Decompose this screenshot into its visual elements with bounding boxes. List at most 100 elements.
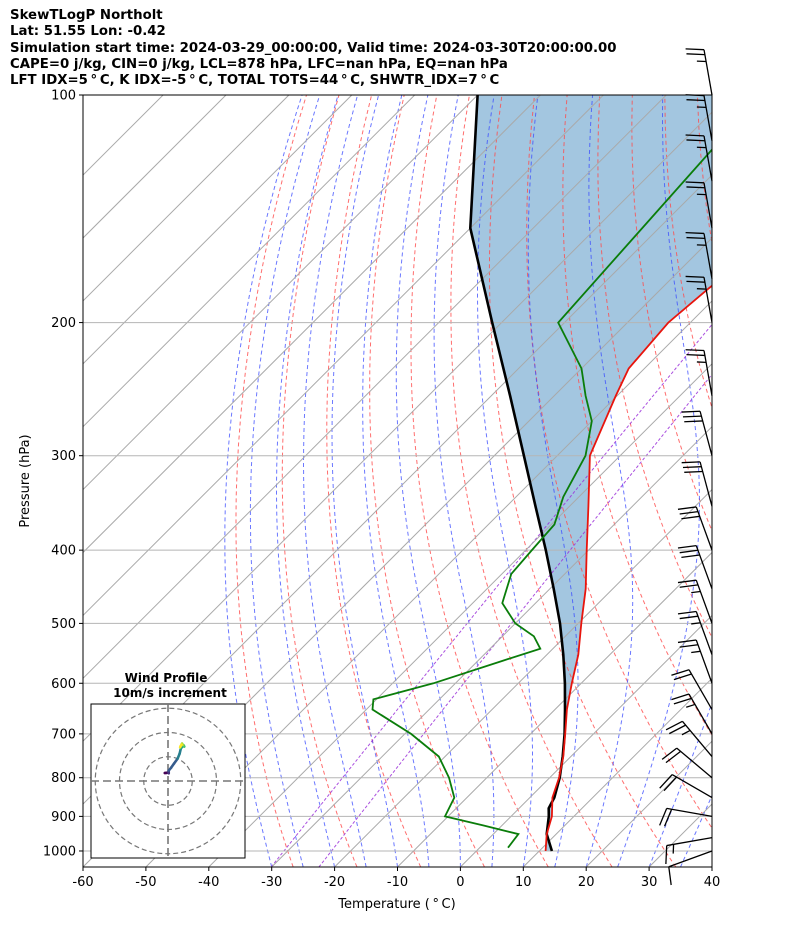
y-tick-label: 300 [51,449,76,464]
barb-flag [682,415,702,418]
barb-flag [668,866,672,886]
barb-half-flag [691,622,701,625]
isotherm [83,95,604,617]
barb-flag [681,515,700,520]
barb-half-flag [686,703,696,708]
dry-adiabat [763,95,794,867]
barb-shaft [703,49,713,96]
barb-flag [686,186,705,189]
x-tick-label: -60 [72,875,93,890]
barb-flag [668,724,686,735]
barb-flag [685,48,705,51]
y-tick-label: 100 [51,89,76,104]
wind-barb [671,669,713,710]
isotherm [460,614,712,867]
barb-flag [684,420,703,423]
y-tick-label: 900 [51,810,76,825]
moist-adiabat [249,95,321,867]
barb-flag [671,693,690,701]
wind-barb [685,231,713,279]
barb-shaft [695,611,713,655]
barb-flag [686,353,705,357]
background-lines [83,95,794,867]
barb-flag [679,615,699,620]
hodograph-title: Wind Profile [125,671,208,685]
wind-barb [685,349,713,396]
wind-barbs [659,48,713,886]
barb-flag [659,808,668,826]
moist-adiabat [680,794,712,867]
isotherm [397,551,712,867]
barb-flag [682,466,702,469]
barb-shaft [703,277,713,323]
moist-adiabat [527,95,579,867]
barb-flag [679,584,699,588]
barb-shaft [668,850,713,868]
isotherm [83,95,416,428]
barb-flag [677,506,697,510]
x-axis-label: Temperature ( ° C) [337,897,455,912]
y-tick-label: 600 [51,677,76,692]
isotherm [711,866,712,867]
barb-flag [681,410,701,413]
title-latlon: Lat: 51.55 Lon: -0.42 [10,24,166,40]
wind-barb [685,94,713,141]
isotherm [83,95,541,554]
barb-shaft [703,182,713,229]
dry-adiabat [410,95,549,867]
barb-flag [679,549,699,554]
moist-adiabat [711,865,712,867]
isotherm [83,95,353,365]
wind-barb [665,836,713,865]
barb-flag [677,544,697,549]
barb-flag [685,275,705,278]
barb-flag [685,349,705,352]
y-tick-label: 1000 [43,844,76,859]
dry-adiabat [730,95,794,867]
dewpoint-line [371,148,712,849]
barb-flag [685,181,705,184]
wind-barb [685,181,713,229]
wind-barb [685,134,713,182]
barb-flag [684,470,703,473]
moist-adiabat [303,95,367,867]
wind-barb [677,544,713,590]
barb-shaft [699,461,713,507]
barb-flag [673,673,692,681]
title-indices-1: CAPE=0 j/kg, CIN=0 j/kg, LCL=878 hPa, LF… [10,56,508,72]
barb-flag [661,747,678,760]
barb-flag [686,99,705,102]
y-axis-label: Pressure (hPa) [18,434,33,527]
barb-flag [665,750,681,764]
barb-flag [681,461,701,464]
isotherm [271,425,712,867]
dry-adiabat [450,95,613,867]
x-tick-label: 0 [456,875,464,890]
barb-flag [663,776,677,792]
hodograph-inset: Wind Profile 10m/s increment [90,671,246,859]
wind-barb [685,48,713,96]
x-tick-label: 20 [578,875,595,890]
barb-shaft [703,350,713,396]
wind-barb [659,807,713,827]
barb-flag [679,644,699,648]
wind-barb [685,275,713,323]
moist-adiabat [395,95,461,867]
wind-barb [677,506,713,551]
y-tick-label: 400 [51,544,76,559]
title-time: Simulation start time: 2024-03-29_00:00:… [10,40,617,56]
profile-lines [371,95,712,852]
barb-flag [659,774,673,789]
barb-shaft [688,693,713,735]
barb-shaft [703,135,713,182]
barb-shaft [703,95,713,141]
wind-barb [681,410,713,456]
barb-shaft [666,807,713,818]
moist-adiabat [617,95,701,867]
barb-flag [686,236,705,240]
title-indices-2: LFT IDX=5 ° C, K IDX=-5 ° C, TOTAL TOTS=… [10,73,500,89]
barb-flag [665,720,683,731]
isotherm [334,488,712,867]
wind-barb [659,774,713,799]
isotherm [83,95,667,680]
